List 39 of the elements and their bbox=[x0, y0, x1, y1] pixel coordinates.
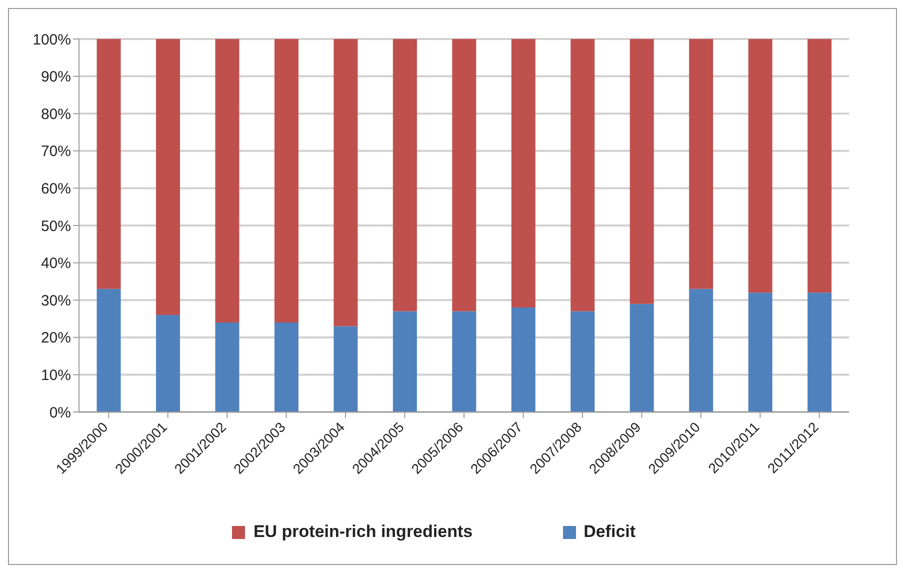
y-tick-label: 40% bbox=[40, 255, 71, 272]
y-tick-label: 10% bbox=[40, 367, 71, 384]
bar bbox=[452, 39, 476, 312]
bar bbox=[689, 39, 714, 289]
legend-label: EU protein-rich ingredients bbox=[252, 522, 473, 542]
y-tick-label: 80% bbox=[40, 106, 71, 123]
y-tick-label: 0% bbox=[49, 404, 71, 422]
y-tick-label: 30% bbox=[40, 292, 71, 310]
bar bbox=[392, 311, 417, 412]
bar bbox=[689, 288, 714, 412]
bar bbox=[156, 39, 180, 316]
bar bbox=[452, 311, 476, 412]
bar bbox=[274, 39, 298, 322]
bar bbox=[748, 292, 772, 412]
bar bbox=[274, 322, 298, 412]
bar bbox=[808, 292, 832, 412]
bar bbox=[511, 308, 536, 412]
bar bbox=[630, 39, 654, 304]
y-tick-label: 90% bbox=[40, 68, 71, 86]
y-tick-label: 100% bbox=[32, 31, 71, 48]
y-tick-label: 70% bbox=[40, 143, 71, 160]
y-tick-label: 50% bbox=[40, 218, 71, 235]
bar bbox=[215, 322, 240, 412]
bar bbox=[96, 288, 121, 412]
bar bbox=[215, 39, 240, 322]
bar bbox=[96, 39, 121, 289]
bar bbox=[570, 39, 595, 312]
bar bbox=[630, 304, 654, 412]
bar bbox=[334, 39, 358, 326]
legend-label: Deficit bbox=[582, 522, 636, 542]
bar bbox=[334, 326, 358, 412]
y-tick-label: 20% bbox=[40, 330, 71, 347]
bar bbox=[808, 39, 832, 293]
y-tick-label: 60% bbox=[40, 180, 71, 198]
bar bbox=[156, 315, 180, 412]
bar bbox=[511, 39, 536, 308]
bar bbox=[570, 311, 595, 412]
bar bbox=[392, 39, 417, 312]
bar bbox=[748, 39, 772, 293]
